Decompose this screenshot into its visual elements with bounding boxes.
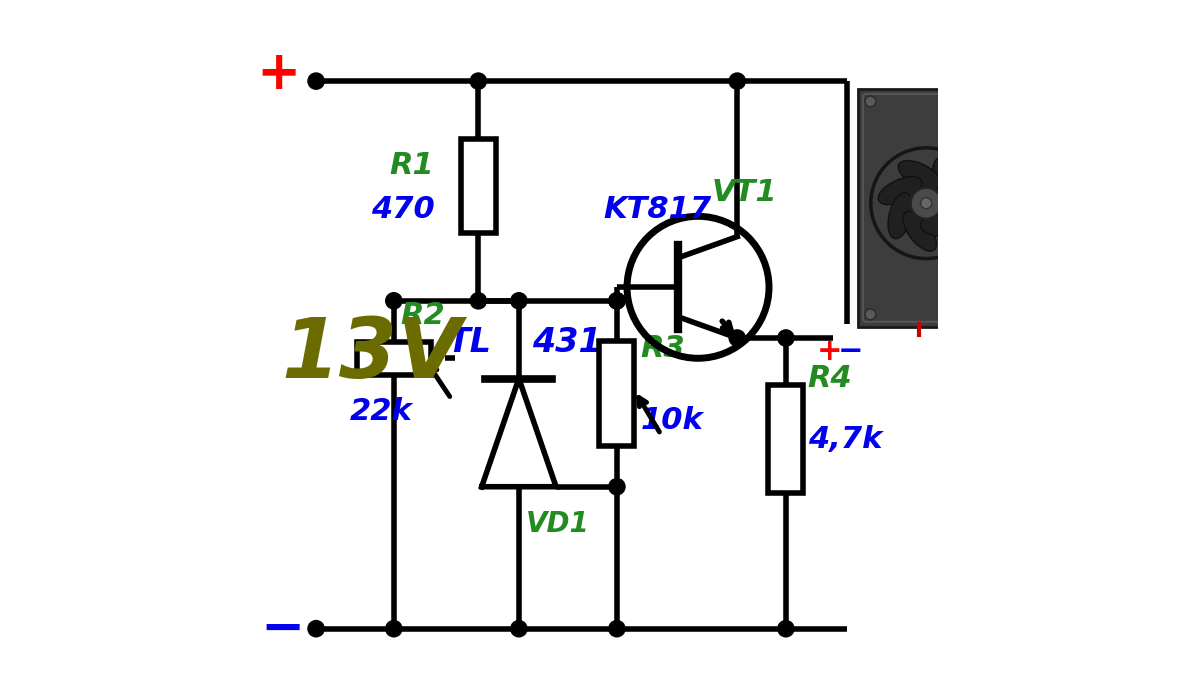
FancyBboxPatch shape xyxy=(356,342,431,375)
Text: 470: 470 xyxy=(371,195,434,224)
Circle shape xyxy=(778,621,794,637)
Text: 13V: 13V xyxy=(281,314,462,395)
Text: R3: R3 xyxy=(641,334,685,362)
Text: R1: R1 xyxy=(390,151,434,180)
Circle shape xyxy=(608,293,625,309)
FancyBboxPatch shape xyxy=(768,385,804,493)
Text: 22k: 22k xyxy=(350,397,413,426)
Circle shape xyxy=(608,621,625,637)
Text: +: + xyxy=(817,337,842,366)
Ellipse shape xyxy=(920,214,967,237)
Circle shape xyxy=(385,621,402,637)
FancyBboxPatch shape xyxy=(863,94,989,322)
Circle shape xyxy=(865,309,876,320)
Circle shape xyxy=(308,621,324,637)
Ellipse shape xyxy=(904,212,936,251)
FancyBboxPatch shape xyxy=(461,139,496,233)
Text: VD1: VD1 xyxy=(526,510,589,538)
FancyBboxPatch shape xyxy=(599,341,635,446)
Circle shape xyxy=(470,293,486,309)
Circle shape xyxy=(865,96,876,107)
Text: 10k: 10k xyxy=(641,406,703,435)
Text: −: − xyxy=(838,337,863,366)
Text: TL: TL xyxy=(448,327,492,359)
Text: 431: 431 xyxy=(533,327,602,359)
Text: KT817: KT817 xyxy=(604,195,712,224)
Ellipse shape xyxy=(932,158,956,204)
Circle shape xyxy=(730,73,745,89)
Text: +: + xyxy=(257,49,301,100)
Ellipse shape xyxy=(878,176,922,205)
Text: VT1: VT1 xyxy=(712,178,778,207)
Ellipse shape xyxy=(899,161,941,190)
Circle shape xyxy=(308,73,324,89)
Circle shape xyxy=(470,73,486,89)
Circle shape xyxy=(920,197,931,209)
Text: R4: R4 xyxy=(808,364,852,393)
Circle shape xyxy=(511,621,527,637)
Circle shape xyxy=(730,330,745,346)
Ellipse shape xyxy=(888,193,912,239)
Circle shape xyxy=(608,293,625,309)
Circle shape xyxy=(511,293,527,309)
Text: 4,7k: 4,7k xyxy=(808,425,882,454)
Ellipse shape xyxy=(937,184,972,222)
Circle shape xyxy=(911,187,942,219)
Text: −: − xyxy=(260,603,305,654)
Circle shape xyxy=(977,309,988,320)
Text: R2: R2 xyxy=(401,301,445,329)
Circle shape xyxy=(977,96,988,107)
Circle shape xyxy=(608,479,625,495)
Circle shape xyxy=(385,293,402,309)
FancyBboxPatch shape xyxy=(858,89,995,327)
Circle shape xyxy=(778,330,794,346)
